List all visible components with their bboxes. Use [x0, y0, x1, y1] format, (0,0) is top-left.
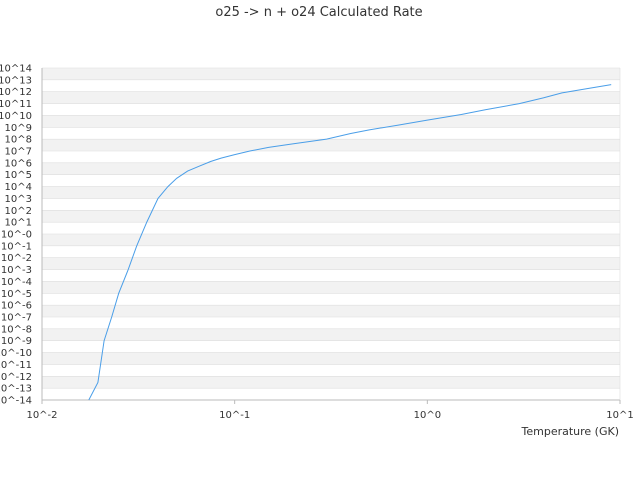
grid-band	[42, 115, 620, 128]
grid-band	[42, 281, 620, 294]
y-tick-label: 10^8	[5, 135, 32, 146]
grid-band	[42, 210, 620, 223]
grid-bands	[42, 68, 620, 389]
y-tick-label: 10^13	[0, 75, 32, 86]
y-tick-label: 10^-4	[1, 277, 32, 288]
y-tick-label: 10^12	[0, 87, 32, 98]
grid-band	[42, 257, 620, 270]
y-tick-label: 10^-10	[0, 348, 32, 359]
y-tick-label: 10^-12	[0, 372, 32, 383]
x-tick-label: 10^0	[414, 410, 441, 421]
y-tick-label: 10^10	[0, 111, 32, 122]
rate-series-line	[88, 84, 612, 401]
grid-band	[42, 68, 620, 80]
y-tick-label: 10^-2	[1, 253, 32, 264]
y-tick-label: 10^4	[5, 182, 32, 193]
y-tick-label: 10^-7	[1, 313, 32, 324]
x-tick-label: 10^-2	[26, 410, 57, 421]
x-tick-label: 10^-1	[219, 410, 250, 421]
y-tick-label: 10^-9	[1, 336, 32, 347]
grid-band	[42, 186, 620, 199]
x-tick-labels: 10^-2 10^-1 10^0 10^1	[26, 410, 633, 421]
y-tick-label: 10^-3	[1, 265, 32, 276]
y-tick-label: 10^-14	[0, 396, 32, 407]
y-tick-label: 10^7	[5, 147, 32, 158]
x-axis-label: Temperature (GK)	[521, 425, 620, 438]
y-tick-label: 10^-11	[0, 360, 32, 371]
y-tick-label: 10^-0	[1, 230, 32, 241]
y-tick-label: 10^5	[5, 170, 32, 181]
y-tick-label: 10^9	[5, 123, 32, 134]
grid-lines	[42, 67, 620, 401]
grid-band	[42, 376, 620, 389]
y-tick-label: 10^-1	[1, 241, 32, 252]
y-tick-label: 10^6	[5, 158, 32, 169]
chart-title: o25 -> n + o24 Calculated Rate	[215, 5, 422, 20]
y-tick-label: 10^3	[5, 194, 32, 205]
y-tick-label: 10^-5	[1, 289, 32, 300]
grid-band	[42, 234, 620, 246]
y-tick-label: 10^11	[0, 99, 32, 110]
grid-band	[42, 91, 620, 104]
y-tick-label: 10^2	[5, 206, 32, 217]
grid-band	[42, 352, 620, 365]
y-tick-label: 10^-13	[0, 384, 32, 395]
y-tick-label: 10^-8	[1, 324, 32, 335]
grid-band	[42, 328, 620, 341]
axes	[41, 68, 621, 404]
y-tick-label: 10^14	[0, 64, 32, 75]
y-tick-label: 10^1	[5, 218, 32, 229]
grid-band	[42, 162, 620, 175]
grid-band	[42, 305, 620, 317]
x-tick-label: 10^1	[606, 410, 633, 421]
series-group	[88, 84, 612, 401]
y-tick-labels: 10^-1410^-1310^-1210^-1110^-1010^-910^-8…	[0, 64, 32, 407]
grid-band	[42, 139, 620, 151]
y-tick-label: 10^-6	[1, 301, 32, 312]
